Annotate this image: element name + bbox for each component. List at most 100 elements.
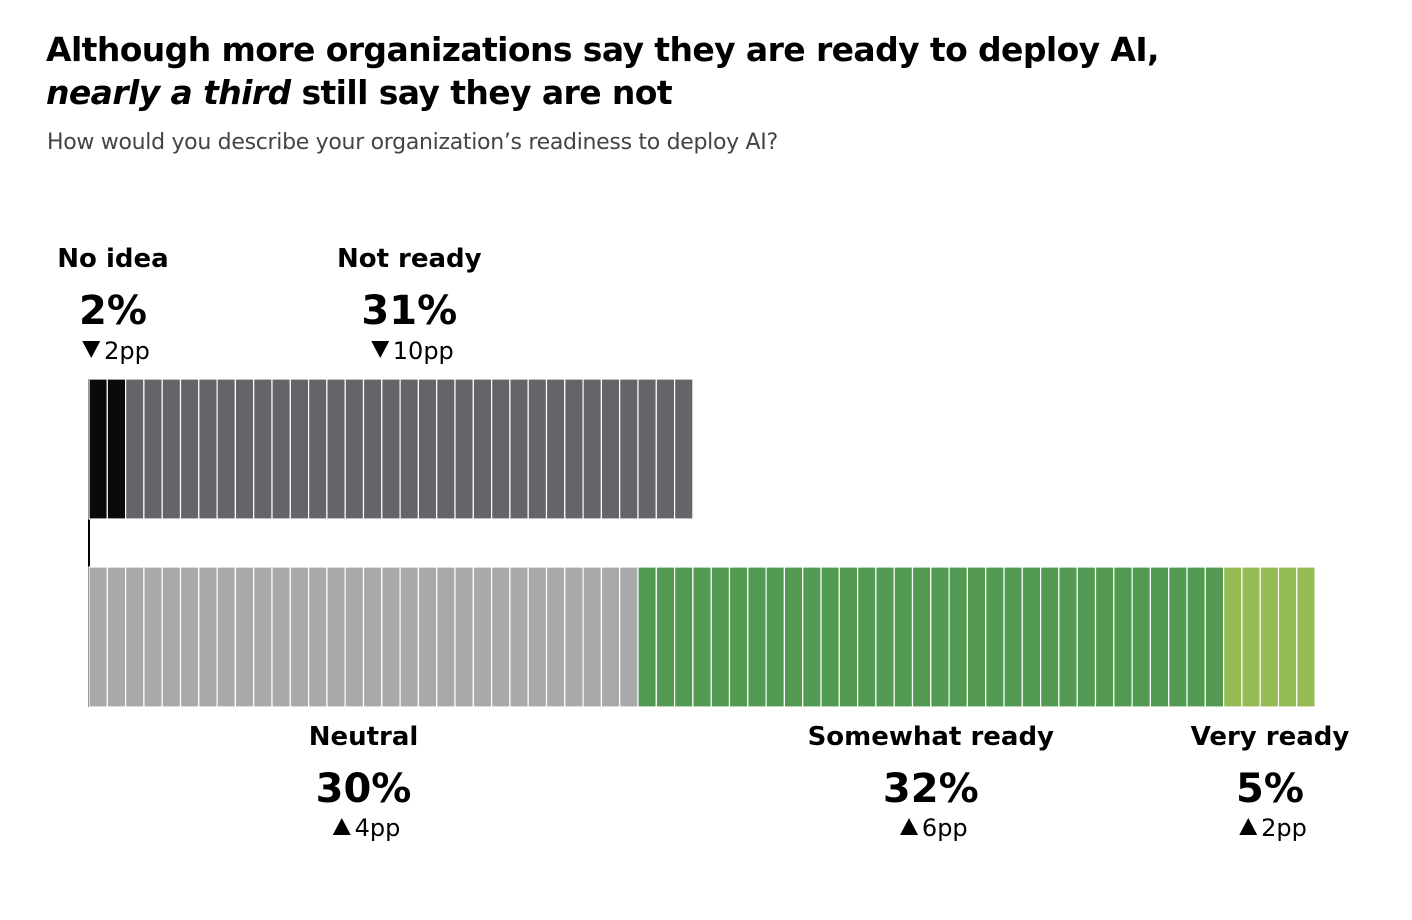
down-triangle-icon [82,341,101,358]
category-label: Somewhat ready [808,722,1054,752]
change-label: 6pp [922,814,968,842]
unit-block-neutral [344,566,365,708]
chart-title: Although more organizations say they are… [46,28,1160,114]
unit-block-not-ready [600,378,621,520]
unit-block-somewhat-ready [1094,566,1115,708]
unit-block-somewhat-ready [985,566,1005,708]
unit-block-somewhat-ready [820,566,840,708]
unit-block-very-ready [1259,566,1280,708]
down-triangle-icon [371,341,390,358]
segment-neutral [88,566,639,708]
unit-block-somewhat-ready [692,566,712,708]
unit-block-neutral [234,566,255,708]
unit-block-neutral [417,566,438,708]
unit-block-very-ready [1296,566,1316,708]
unit-block-neutral [308,566,328,708]
unit-block-neutral [509,566,529,708]
unit-block-very-ready [1241,566,1261,708]
unit-block-neutral [619,566,639,708]
label-group-no-idea: No idea 2% 2pp [57,244,168,365]
unit-block-somewhat-ready [765,566,785,708]
unit-block-not-ready [381,378,401,520]
unit-block-somewhat-ready [911,566,932,708]
unit-block-not-ready [124,378,145,520]
unit-block-somewhat-ready [1168,566,1188,708]
change-label: 2pp [104,337,150,365]
unit-block-not-ready [216,378,237,520]
unit-block-not-ready [198,378,218,520]
unit-block-not-ready [326,378,346,520]
unit-block-somewhat-ready [838,566,859,708]
unit-block-neutral [271,566,291,708]
unit-block-neutral [582,566,602,708]
value-label: 32% [883,766,979,812]
unit-block-neutral [564,566,584,708]
unit-block-not-ready [527,378,548,520]
unit-block-neutral [179,566,200,708]
segment-somewhat-ready [637,566,1225,708]
label-group-somewhat-ready: Somewhat ready 32%6pp [808,722,1054,842]
unit-block-not-ready [637,378,657,520]
unit-block-not-ready [509,378,529,520]
up-triangle-icon [900,818,919,835]
unit-block-somewhat-ready [1131,566,1151,708]
unit-block-neutral [198,566,218,708]
title-line-1: Although more organizations say they are… [46,30,1160,69]
unit-block-not-ready [673,378,694,520]
unit-block-somewhat-ready [1113,566,1133,708]
unit-block-somewhat-ready [802,566,822,708]
unit-block-somewhat-ready [637,566,657,708]
unit-block-somewhat-ready [655,566,676,708]
unit-block-not-ready [344,378,365,520]
unit-block-neutral [326,566,346,708]
unit-block-not-ready [454,378,474,520]
unit-block-not-ready [399,378,420,520]
unit-block-somewhat-ready [856,566,877,708]
unit-block-somewhat-ready [1039,566,1060,708]
unit-block-somewhat-ready [673,566,694,708]
unit-block-not-ready [271,378,291,520]
value-label: 31% [361,288,457,334]
value-label: 30% [316,766,412,812]
unit-block-very-ready [1277,566,1298,708]
unit-block-neutral [124,566,145,708]
unit-block-no-idea [106,378,127,520]
unit-block-somewhat-ready [1058,566,1078,708]
change-label: 2pp [1261,814,1307,842]
unit-block-neutral [161,566,182,708]
unit-block-not-ready [436,378,456,520]
unit-block-not-ready [179,378,200,520]
unit-block-somewhat-ready [1186,566,1206,708]
unit-block-not-ready [289,378,310,520]
category-label: Neutral [309,722,419,752]
unit-block-somewhat-ready [728,566,749,708]
change-label: 10pp [393,337,454,365]
unit-block-not-ready [582,378,602,520]
unit-block-not-ready [619,378,639,520]
unit-block-neutral [253,566,273,708]
label-group-neutral: Neutral 30%4pp [309,722,419,842]
unit-block-not-ready [491,378,511,520]
unit-block-neutral [454,566,474,708]
unit-block-somewhat-ready [1021,566,1042,708]
unit-block-not-ready [234,378,255,520]
unit-block-neutral [289,566,310,708]
category-label: No idea [57,244,168,274]
unit-block-not-ready [362,378,383,520]
unit-block-neutral [472,566,493,708]
segment-very-ready [1222,566,1316,708]
unit-block-neutral [216,566,237,708]
unit-block-neutral [106,566,127,708]
unit-block-somewhat-ready [966,566,987,708]
unit-block-somewhat-ready [1149,566,1170,708]
unit-block-not-ready [472,378,493,520]
unit-block-no-idea [88,378,108,520]
unit-block-not-ready [143,378,163,520]
value-label: 2% [79,288,147,334]
unit-block-somewhat-ready [948,566,968,708]
title-emphasis: nearly a third [46,73,291,112]
unit-block-somewhat-ready [710,566,731,708]
up-triangle-icon [332,818,351,835]
